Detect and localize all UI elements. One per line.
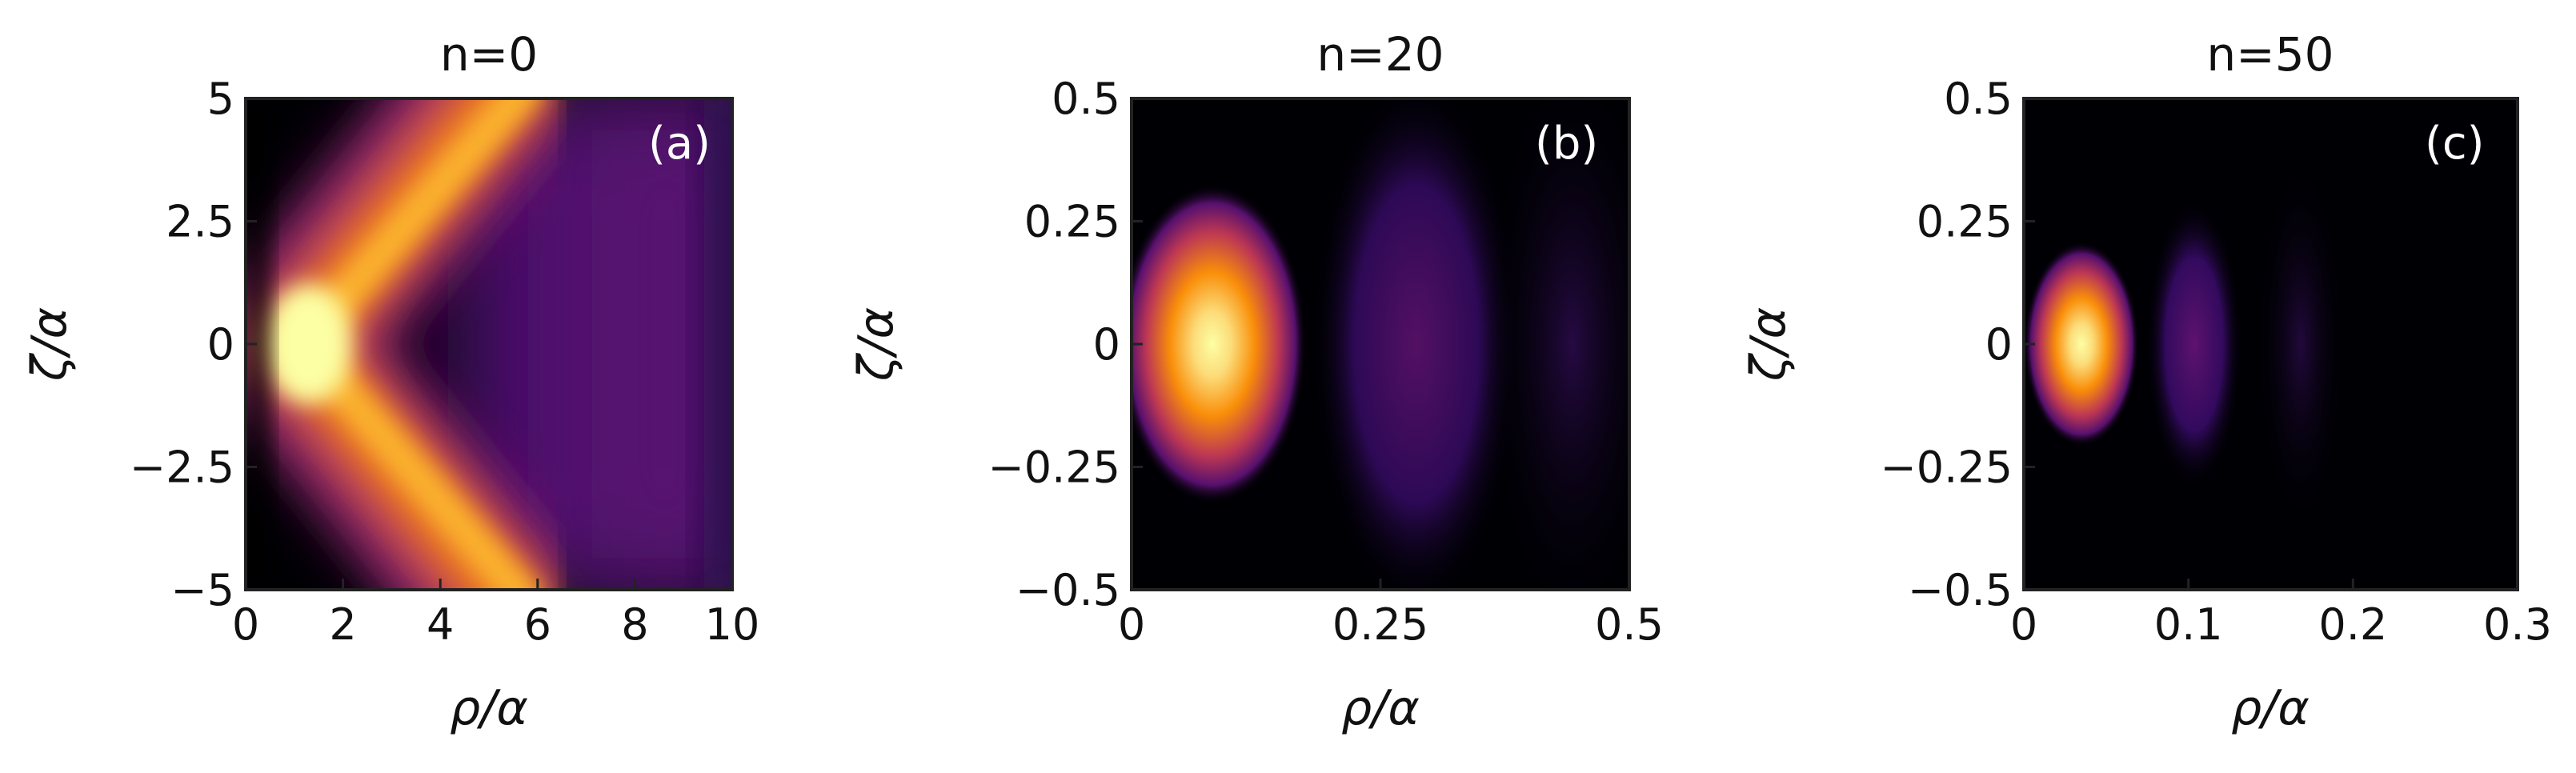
panel-a-yaxis: 5 2.5 0 −2.5 −5 <box>130 74 257 615</box>
panel-c-xtick-label: 0.2 <box>2318 599 2387 650</box>
panel-a-peak <box>264 284 352 404</box>
panel-c-secondary-lobe-1 <box>2146 200 2242 488</box>
panel-a-heatmap <box>246 98 732 590</box>
panel-a: n=0 (a) 0 2 4 6 8 10 5 2.5 0 −2.5 −5 ρ/α ζ/α <box>22 27 760 736</box>
panel-b-xtick-label: 0 <box>1118 599 1145 650</box>
panel-a-xtick-label: 8 <box>621 599 648 650</box>
panel-c-secondary-lobe-2 <box>2257 160 2345 528</box>
panel-b-label: (b) <box>1535 118 1598 170</box>
panel-c-ylabel: ζ/α <box>1741 307 1797 382</box>
panel-c-xtick-label: 0 <box>2010 599 2037 650</box>
panel-c-ytick-label: −0.25 <box>1881 443 2013 493</box>
panel-c-xtick-label: 0.1 <box>2154 599 2223 650</box>
panel-b-ytick-label: −0.25 <box>988 443 1120 493</box>
panel-b-yaxis: 0.5 0.25 0 −0.25 −0.5 <box>988 74 1143 615</box>
panel-c-ytick-label: −0.5 <box>1908 565 2013 615</box>
panel-b-secondary-lobe-1 <box>1312 98 1520 590</box>
panel-a-xtick-label: 6 <box>524 599 551 650</box>
panel-b-xtick-label: 0.5 <box>1595 599 1664 650</box>
panel-b-ytick-label: 0.25 <box>1024 197 1120 247</box>
panel-a-xaxis: 0 2 4 6 8 10 <box>232 579 760 650</box>
panel-a-ytick-label: −5 <box>170 565 234 615</box>
panel-c-yaxis: 0.5 0.25 0 −0.25 −0.5 <box>1881 74 2035 615</box>
panel-c-xaxis: 0 0.1 0.2 0.3 <box>2010 579 2552 650</box>
panel-c-main-lobe <box>2024 242 2139 447</box>
panel-b-xtick-label: 0.25 <box>1332 599 1428 650</box>
panel-a-ytick-label: 2.5 <box>166 197 234 247</box>
panel-b-xlabel: ρ/α <box>1341 680 1420 736</box>
panel-a-ylabel: ζ/α <box>22 307 78 382</box>
panel-c-heatmap <box>2024 98 2518 590</box>
panel-a-ytick-label: 0 <box>207 319 234 370</box>
panel-c-label: (c) <box>2425 118 2484 170</box>
panel-a-label: (a) <box>648 118 711 170</box>
panel-c-ytick-label: 0.5 <box>1944 74 2013 124</box>
panel-a-ytick-label: 5 <box>207 74 234 124</box>
panel-a-xtick-label: 0 <box>232 599 259 650</box>
panel-a-xtick-label: 10 <box>705 599 760 650</box>
panel-b-xaxis: 0 0.25 0.5 <box>1118 579 1664 650</box>
panel-c-ytick-label: 0 <box>1985 319 2013 370</box>
panel-a-ytick-label: −2.5 <box>130 443 234 493</box>
panel-b-ytick-label: −0.5 <box>1016 565 1120 615</box>
panel-a-xlabel: ρ/α <box>450 680 528 736</box>
panel-a-title: n=0 <box>440 27 538 82</box>
panel-b-ytick-label: 0 <box>1093 319 1120 370</box>
panel-b-ylabel: ζ/α <box>848 307 904 382</box>
panel-b-title: n=20 <box>1316 27 1444 82</box>
panel-a-xtick-label: 2 <box>329 599 356 650</box>
panel-c-xlabel: ρ/α <box>2231 680 2310 736</box>
panel-c: n=50 (c) 0 0.1 0.2 0.3 0.5 0.25 0 −0.25 −0.5 ρ/… <box>1741 27 2552 736</box>
panel-c-ytick-label: 0.25 <box>1917 197 2013 247</box>
panel-b: n=20 (b) 0 0.25 0.5 0.50.250−0.25−0.5 ρ/α … <box>848 27 1664 736</box>
panel-c-xtick-label: 0.3 <box>2483 599 2552 650</box>
panel-b-secondary-lobe-2 <box>1484 98 1629 590</box>
panel-b-ytick-label: 0.5 <box>1052 74 1120 124</box>
panel-b-main-lobe <box>1132 184 1307 504</box>
panel-a-xtick-label: 4 <box>427 599 454 650</box>
panel-c-title: n=50 <box>2206 27 2334 82</box>
panel-b-heatmap <box>1132 98 1629 590</box>
